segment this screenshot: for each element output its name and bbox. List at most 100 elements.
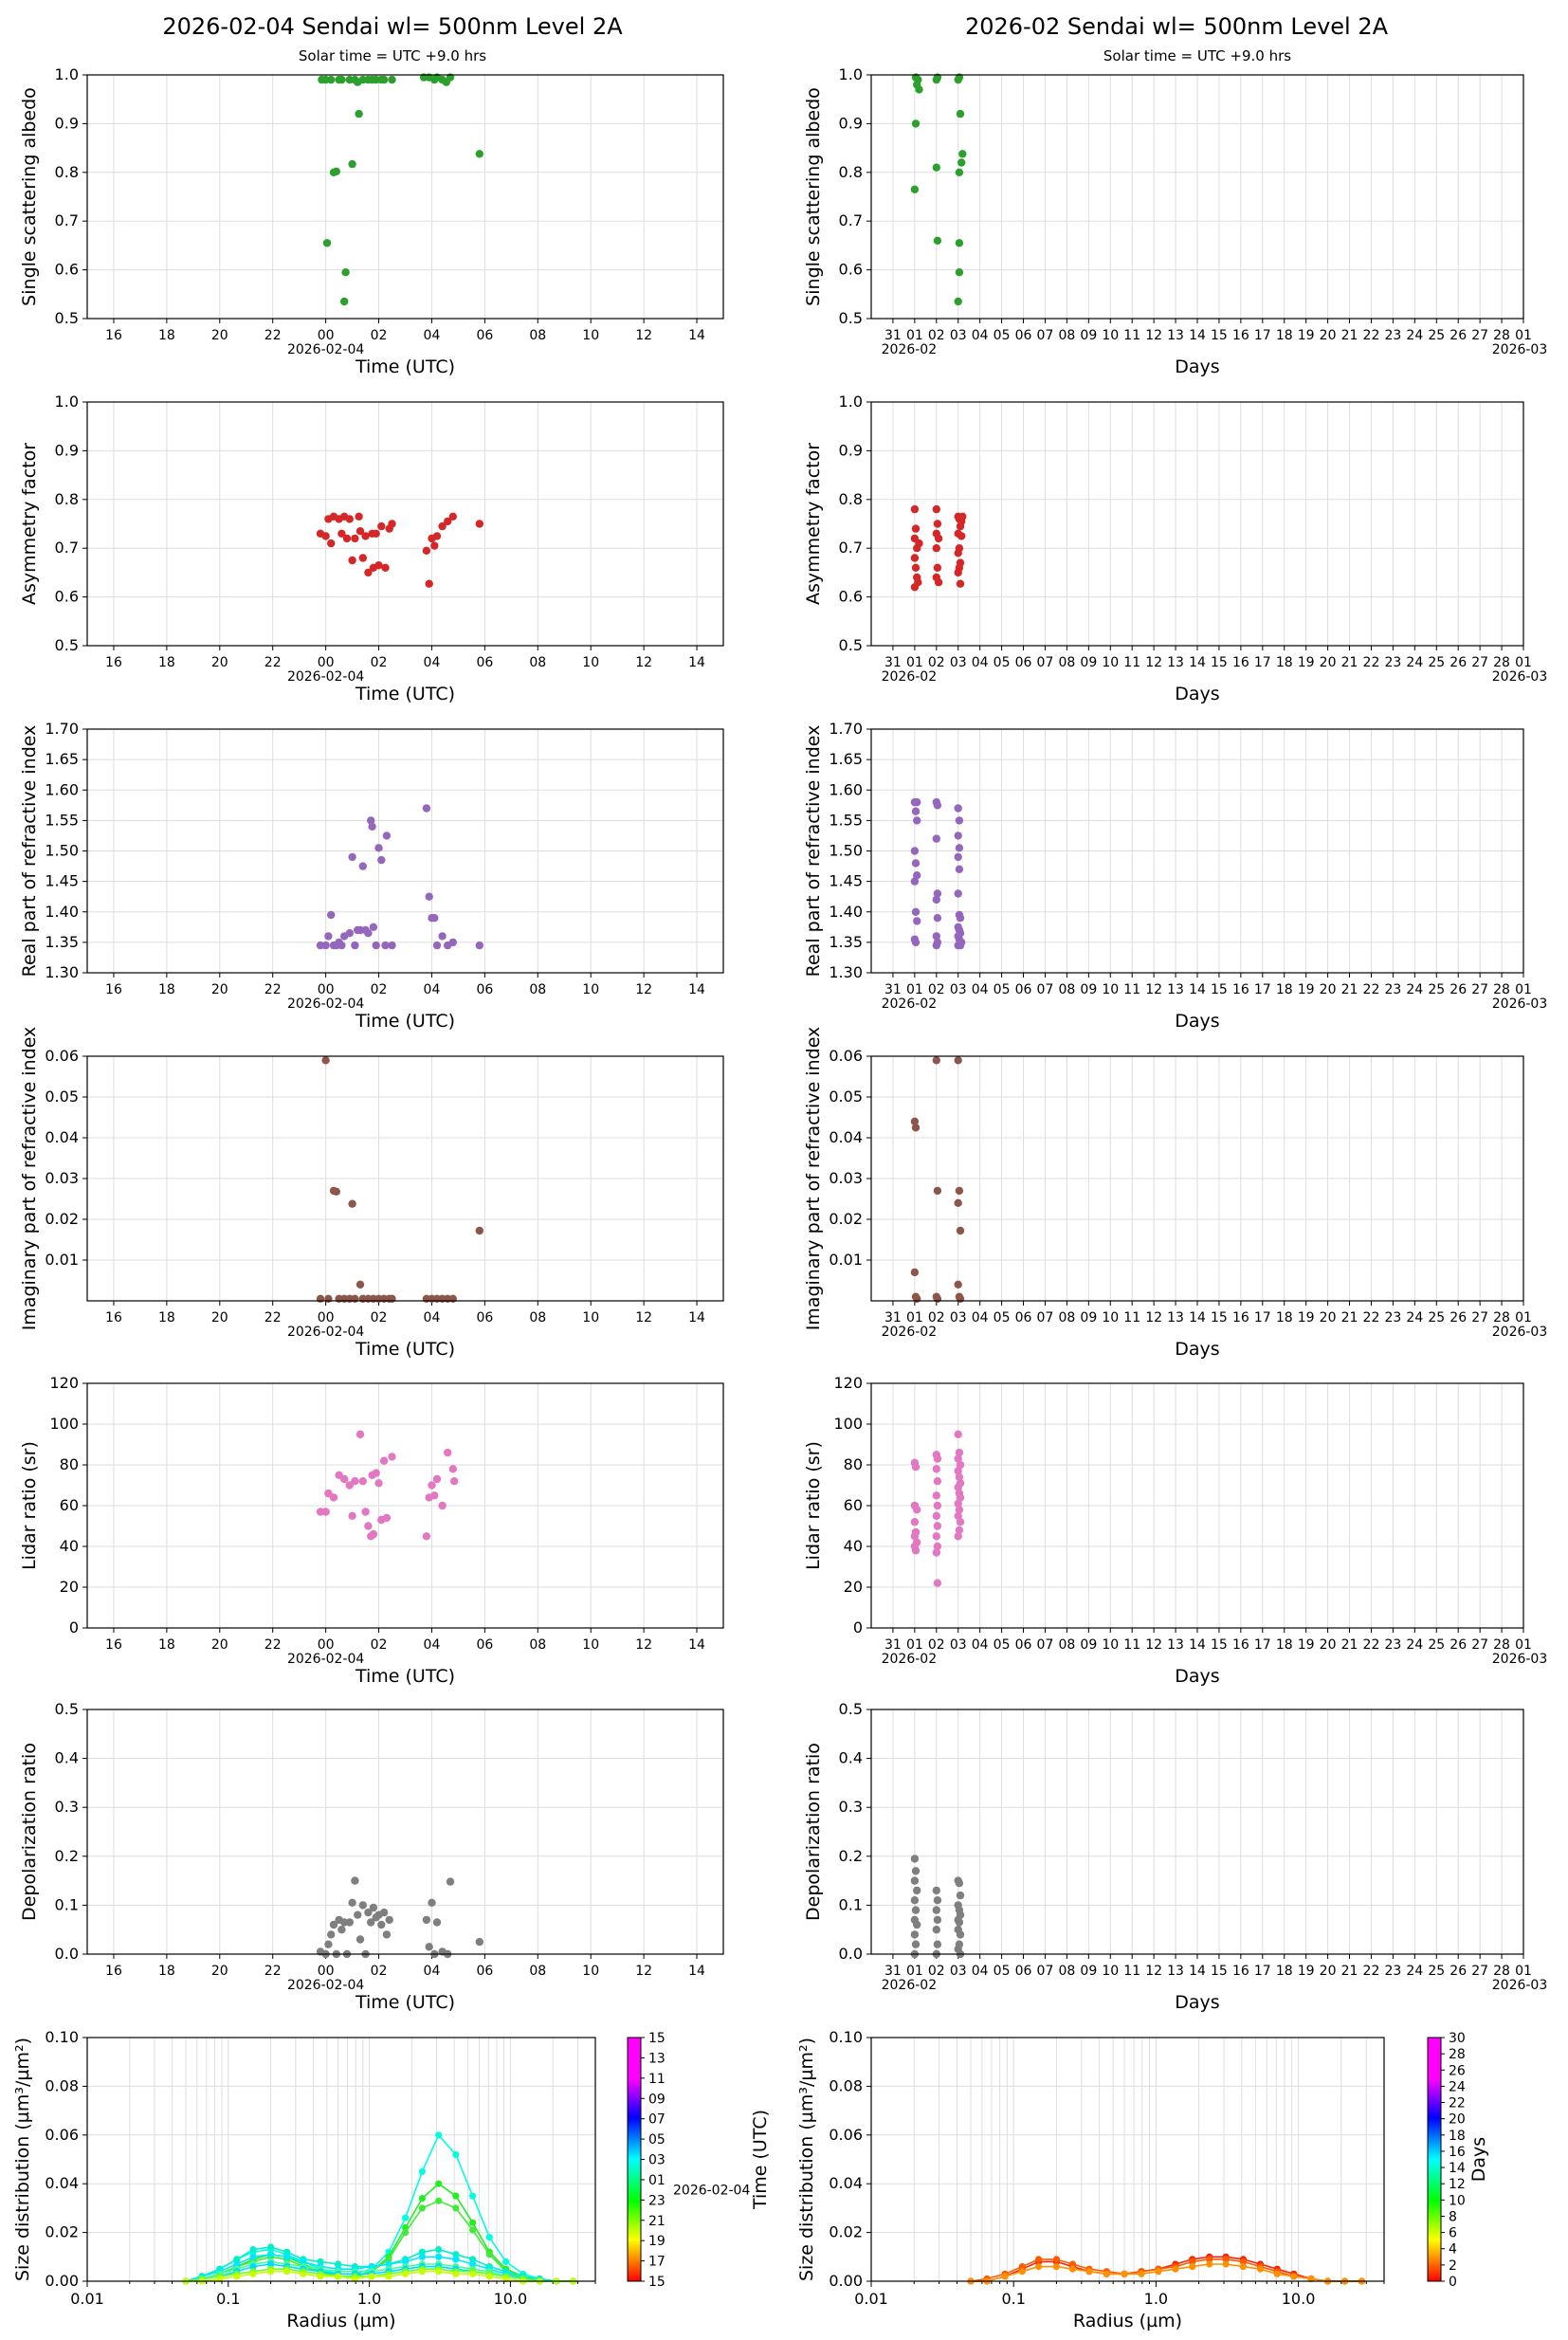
size-point xyxy=(1189,2263,1196,2271)
x-tick-label: 00 xyxy=(318,1964,335,1979)
data-point xyxy=(368,822,376,831)
x-tick-label: 18 xyxy=(158,1637,175,1653)
y-tick-label: 0.4 xyxy=(55,1749,79,1767)
data-point xyxy=(448,938,457,947)
data-point xyxy=(933,1915,942,1925)
data-point xyxy=(351,534,359,543)
right-subtitle: Solar time = UTC +9.0 hrs xyxy=(1103,47,1291,64)
size-point xyxy=(385,2260,392,2268)
data-point xyxy=(954,1454,962,1463)
month-start-label: 2026-02 xyxy=(882,1652,938,1667)
month-start-label: 2026-02 xyxy=(882,996,938,1012)
y-tick-label: 1.0 xyxy=(55,393,79,411)
data-point xyxy=(911,1463,921,1472)
data-point xyxy=(327,1930,336,1939)
data-point xyxy=(954,549,962,558)
y-tick-label: 0.00 xyxy=(45,2272,79,2290)
colorbar-tick-label: 09 xyxy=(648,2092,665,2107)
plot-frame xyxy=(870,74,1524,320)
y-tick-label: 0.01 xyxy=(829,1251,863,1269)
x-tick-label: 01 xyxy=(1515,1964,1532,1979)
data-point xyxy=(933,914,942,923)
data-point xyxy=(324,1940,333,1948)
colorbar-tick-label: 12 xyxy=(1449,2177,1466,2192)
y-tick-label: 0.5 xyxy=(55,1700,79,1718)
data-point xyxy=(355,109,363,119)
x-tick-label: 26 xyxy=(1449,1637,1467,1653)
x-tick-label: 12 xyxy=(635,1310,652,1325)
data-point xyxy=(324,932,333,941)
colorbar-tick-label: 19 xyxy=(648,2234,665,2249)
x-tick-label: 18 xyxy=(1276,655,1293,670)
colorbar-tick-label: 0 xyxy=(1449,2275,1457,2290)
size-point xyxy=(385,2273,392,2280)
data-point xyxy=(954,1499,962,1508)
plot-frame xyxy=(870,401,1524,647)
colorbar-tick-label: 17 xyxy=(648,2255,665,2270)
size-point xyxy=(485,2234,493,2241)
real-monthly-panel: 31 01 02 03 04 05 06 07 08 09 10 11 12 13 14 15 16 17 18 19… xyxy=(803,720,1547,1032)
size-point xyxy=(216,2275,224,2282)
data-point xyxy=(432,941,442,950)
x-tick-label: 04 xyxy=(972,1637,989,1653)
size-point xyxy=(1018,2263,1026,2271)
x-tick-label: 05 xyxy=(994,1637,1011,1653)
data-point xyxy=(430,914,439,923)
data-point xyxy=(956,1493,965,1502)
data-point xyxy=(356,1935,365,1944)
x-tick-label: 07 xyxy=(1037,1964,1054,1979)
data-point xyxy=(430,541,439,550)
data-point xyxy=(372,1469,380,1477)
data-point xyxy=(367,816,375,825)
data-point xyxy=(910,1930,920,1939)
x-tick-label: 01 xyxy=(906,1310,923,1325)
data-point xyxy=(364,568,373,577)
data-point xyxy=(955,1879,964,1888)
x-tick-label: 05 xyxy=(994,1310,1011,1325)
x-tick-label: 04 xyxy=(972,1964,989,1979)
y-axis-label: Real part of refractive index xyxy=(803,725,824,978)
x-tick-label: 24 xyxy=(1406,655,1423,670)
y-tick-label: 1.65 xyxy=(45,750,79,768)
x-tick-label: 18 xyxy=(1276,1310,1293,1325)
colorbar-tick-label: 18 xyxy=(1449,2129,1466,2144)
data-point xyxy=(321,532,330,540)
colorbar-tick-label: 11 xyxy=(648,2072,665,2087)
y-axis-label: Lidar ratio (sr) xyxy=(19,1441,40,1570)
data-point xyxy=(322,239,332,247)
colorbar-gradient xyxy=(1427,2037,1442,2282)
data-point xyxy=(932,1926,940,1934)
x-tick-label: 12 xyxy=(635,982,652,997)
data-point xyxy=(911,807,921,815)
x-tick-label: 03 xyxy=(950,1310,967,1325)
data-point xyxy=(955,844,964,852)
data-point xyxy=(351,1294,359,1304)
x-tick-label: 10 xyxy=(1102,982,1119,997)
y-axis-label: Single scattering albedo xyxy=(19,87,40,306)
y-tick-label: 0.03 xyxy=(45,1169,79,1187)
data-point xyxy=(337,941,346,950)
data-point xyxy=(448,512,457,521)
data-point xyxy=(910,1896,920,1905)
data-point xyxy=(910,877,920,886)
x-tick-label: 10 xyxy=(1102,328,1119,343)
x-tick-label: 06 xyxy=(476,655,493,670)
x-tick-label: 18 xyxy=(1276,982,1293,997)
left-title: 2026-02-04 Sendai wl= 500nm Level 2A xyxy=(162,13,623,40)
x-tick-label: 05 xyxy=(994,655,1011,670)
data-point xyxy=(914,578,922,587)
size-point xyxy=(1222,2260,1230,2268)
colorbar-tick-label: 26 xyxy=(1449,2063,1466,2078)
data-point xyxy=(910,554,920,562)
x-tick-label: 31 xyxy=(884,982,902,997)
colorbar-tick-label: 6 xyxy=(1449,2226,1457,2241)
data-point xyxy=(933,801,942,810)
data-point xyxy=(934,578,943,587)
month-start-label: 2026-02 xyxy=(882,342,938,357)
size-point xyxy=(418,2195,426,2203)
data-point xyxy=(361,532,370,540)
x-tick-label: 02 xyxy=(371,982,388,997)
